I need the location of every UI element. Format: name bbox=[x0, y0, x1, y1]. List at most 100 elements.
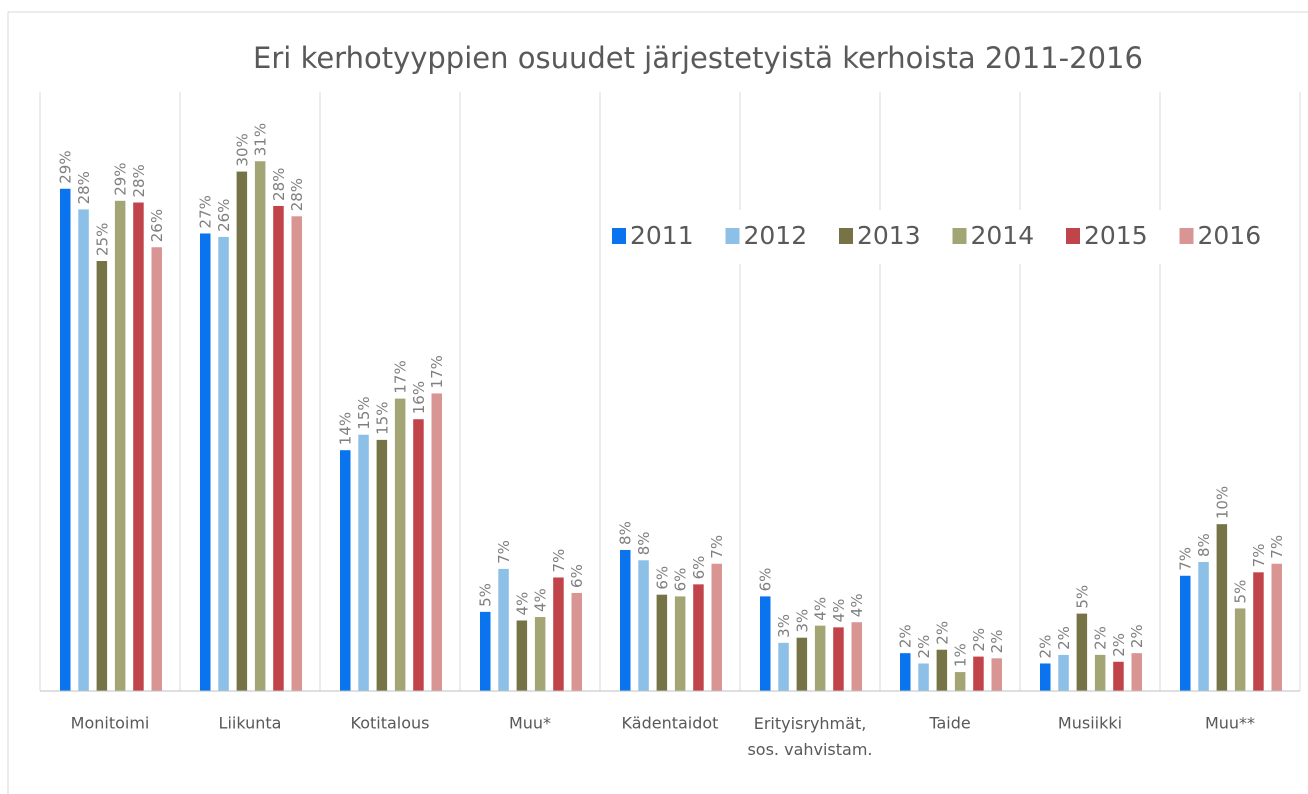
bar bbox=[973, 656, 984, 691]
data-label: 1% bbox=[952, 643, 970, 667]
x-tick-label: Taide bbox=[928, 714, 970, 733]
data-label: 14% bbox=[337, 412, 355, 445]
bar bbox=[1058, 654, 1069, 691]
bar bbox=[760, 596, 771, 691]
bar bbox=[78, 209, 89, 691]
data-label: 4% bbox=[848, 593, 866, 617]
data-label: 26% bbox=[215, 199, 233, 232]
data-label: 15% bbox=[373, 402, 391, 435]
x-tick-label: Monitoimi bbox=[71, 714, 150, 733]
bar bbox=[480, 611, 491, 691]
bar bbox=[796, 637, 808, 691]
bar bbox=[674, 596, 686, 691]
x-tick-label: Muu* bbox=[509, 714, 551, 733]
bar bbox=[358, 434, 369, 691]
data-label: 5% bbox=[1073, 585, 1091, 609]
bar bbox=[133, 202, 144, 691]
bar bbox=[656, 594, 668, 691]
bar bbox=[1253, 572, 1264, 691]
data-label: 3% bbox=[775, 614, 793, 638]
legend-label: 2016 bbox=[1198, 221, 1262, 250]
data-label: 2% bbox=[1092, 626, 1110, 650]
x-tick-label: Liikunta bbox=[219, 714, 282, 733]
data-label: 28% bbox=[270, 168, 288, 201]
data-label: 4% bbox=[812, 597, 830, 621]
data-label: 17% bbox=[428, 355, 446, 388]
data-label: 2% bbox=[1128, 624, 1146, 648]
bar bbox=[620, 549, 631, 691]
data-label: 7% bbox=[1268, 535, 1286, 559]
bar bbox=[1271, 563, 1282, 691]
data-label: 6% bbox=[653, 566, 671, 590]
data-label: 6% bbox=[568, 564, 586, 588]
data-label: 8% bbox=[635, 531, 653, 555]
data-label: 5% bbox=[477, 583, 495, 607]
data-label: 7% bbox=[495, 540, 513, 564]
bar bbox=[638, 560, 649, 691]
data-label: 5% bbox=[1232, 580, 1250, 604]
data-label: 4% bbox=[532, 588, 550, 612]
bar bbox=[376, 439, 388, 691]
data-label: 7% bbox=[550, 549, 568, 573]
bar bbox=[778, 642, 789, 691]
data-label: 10% bbox=[1213, 486, 1231, 519]
bar bbox=[991, 658, 1002, 691]
bar bbox=[218, 236, 229, 692]
data-label: 2% bbox=[1110, 633, 1128, 657]
bar bbox=[413, 419, 424, 691]
legend-label: 2015 bbox=[1084, 221, 1148, 250]
bar bbox=[851, 622, 862, 691]
legend-swatch bbox=[725, 228, 740, 244]
data-label: 29% bbox=[112, 162, 130, 195]
data-label: 27% bbox=[197, 195, 215, 228]
data-label: 2% bbox=[1055, 626, 1073, 650]
bar bbox=[60, 188, 71, 691]
data-label: 4% bbox=[830, 599, 848, 623]
bar bbox=[236, 171, 248, 691]
bar bbox=[711, 563, 722, 691]
data-label: 30% bbox=[233, 133, 251, 166]
data-label: 26% bbox=[148, 209, 166, 242]
x-tick-label: Kotitalous bbox=[351, 714, 430, 733]
data-label: 28% bbox=[75, 171, 93, 204]
data-label: 6% bbox=[690, 556, 708, 580]
data-label: 8% bbox=[617, 521, 635, 545]
bar bbox=[1076, 613, 1088, 691]
data-label: 2% bbox=[1037, 635, 1055, 659]
legend-swatch bbox=[612, 228, 626, 244]
legend-swatch bbox=[1066, 228, 1080, 244]
bar bbox=[571, 592, 582, 691]
data-label: 25% bbox=[93, 223, 111, 256]
bar bbox=[814, 625, 826, 691]
legend-label: 2013 bbox=[857, 221, 921, 250]
bar bbox=[918, 663, 929, 691]
bar bbox=[1131, 653, 1142, 691]
data-label: 28% bbox=[130, 164, 148, 197]
data-label: 2% bbox=[897, 624, 915, 648]
bar bbox=[1113, 661, 1124, 691]
data-label: 2% bbox=[915, 635, 933, 659]
legend-label: 2014 bbox=[971, 221, 1035, 250]
x-tick-label: Musiikki bbox=[1058, 714, 1122, 733]
x-tick-label: Kädentaidot bbox=[622, 714, 719, 733]
data-label: 4% bbox=[513, 592, 531, 616]
bar bbox=[1216, 524, 1228, 691]
chart-title: Eri kerhotyyppien osuudet järjestetyistä… bbox=[253, 41, 1143, 75]
data-label: 6% bbox=[672, 568, 690, 592]
bar bbox=[254, 161, 266, 692]
data-label: 7% bbox=[1177, 547, 1195, 571]
bar bbox=[340, 450, 351, 691]
bar bbox=[1040, 663, 1051, 691]
bar bbox=[1198, 562, 1209, 691]
data-label: 6% bbox=[757, 568, 775, 592]
data-label: 2% bbox=[933, 621, 951, 645]
bar bbox=[693, 584, 704, 691]
bar bbox=[1094, 654, 1106, 691]
data-label: 16% bbox=[410, 381, 428, 414]
bar bbox=[1234, 608, 1246, 691]
legend-swatch bbox=[952, 228, 967, 244]
data-label: 31% bbox=[252, 123, 270, 156]
bar bbox=[151, 247, 162, 692]
data-label: 28% bbox=[288, 178, 306, 211]
bar bbox=[200, 233, 211, 692]
